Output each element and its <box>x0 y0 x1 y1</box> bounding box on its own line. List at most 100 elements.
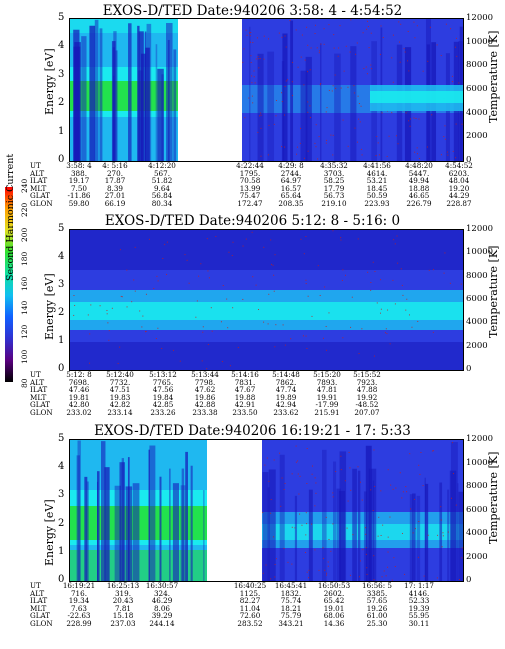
ephemeris-label: ILAT <box>30 596 48 606</box>
ephemeris-label: MLT <box>30 603 47 613</box>
ephemeris-value: 1795. <box>239 168 261 178</box>
energy-tick: 3 <box>58 279 65 290</box>
energy-tick: 0 <box>58 154 65 165</box>
panel3-ylabel: Energy [eV] <box>43 499 56 566</box>
ephemeris-value: 219.10 <box>321 198 347 208</box>
temperature-tick: 6000 <box>466 84 488 94</box>
ephemeris-value: 47.46 <box>68 385 90 395</box>
ephemeris-value: 19.34 <box>68 596 90 606</box>
segment-warm-band <box>370 85 463 111</box>
ephemeris-value: 4:48:20 <box>405 161 433 170</box>
ephemeris-value: 1832. <box>280 588 302 598</box>
ephemeris-value: 65.42 <box>323 596 345 606</box>
ephemeris-value: 6203. <box>448 168 470 178</box>
ephemeris-label: ILAT <box>30 176 48 186</box>
ephemeris-value: 16:56: 5 <box>362 581 392 590</box>
ephemeris-value: 47.62 <box>194 385 216 395</box>
energy-tick: 1 <box>58 335 65 346</box>
ephemeris-value: 42.91 <box>234 400 256 410</box>
ephemeris-value: 13.99 <box>239 183 261 193</box>
ephemeris-value: 27.01 <box>104 191 126 201</box>
segment-early <box>70 440 207 581</box>
colorbar-tick: 120 <box>20 324 29 340</box>
ephemeris-value: 4146. <box>408 588 430 598</box>
panel3-title: EXOS-D/TED Date:940206 16:19:21 - 17: 5:… <box>94 423 411 439</box>
colorbar-tick: 80 <box>20 378 29 388</box>
ephemeris-value: 4:54:52 <box>445 161 473 170</box>
ephemeris-value: 30.11 <box>408 618 430 628</box>
ephemeris-label: UT <box>30 581 41 590</box>
ephemeris-row: GLAT 42.80 42.82 42.85 42.88 42.91 42.94 -17.99… <box>30 401 470 409</box>
temperature-tick: 0 <box>466 364 472 374</box>
ephemeris-value: 46.29 <box>151 596 173 606</box>
ephemeris-value: 56.84 <box>151 191 173 201</box>
ephemeris-value: 19.17 <box>68 176 90 186</box>
ephemeris-value: 16:40:25 <box>233 581 267 590</box>
ephemeris-value: 8.06 <box>153 603 170 613</box>
ephemeris-value: 3703. <box>323 168 345 178</box>
ephemeris-row: MLT 19.81 19.83 19.84 19.86 19.88 19.89 19.91 19… <box>30 394 470 402</box>
ephemeris-value: 14.36 <box>323 618 345 628</box>
ephemeris-value: 5:12: 8 <box>66 370 92 379</box>
energy-tick: 2 <box>58 517 65 529</box>
segment-full <box>70 230 463 370</box>
ephemeris-value: 16.57 <box>280 183 302 193</box>
temperature-tick: 12000 <box>466 224 494 234</box>
ephemeris-label: GLON <box>30 618 53 628</box>
ephemeris-value: 237.03 <box>110 618 136 628</box>
ephemeris-value: 7765. <box>152 377 174 387</box>
panel3-ephemeris: UT 16:19:21 16:25:13 16:30:57 16:40:25 16:45:… <box>30 582 470 628</box>
ephemeris-row: MLT 7.50 8.39 9.64 13.99 16.57 17.79 18.45 18.88… <box>30 185 470 193</box>
ephemeris-value: 8.39 <box>106 183 123 193</box>
ephemeris-value: 5:15:20 <box>313 370 341 379</box>
ephemeris-value: 18.45 <box>366 183 388 193</box>
energy-tick: 2 <box>58 97 65 109</box>
ephemeris-value: 2602. <box>323 588 345 598</box>
colorbar-tick: 200 <box>20 227 29 242</box>
ephemeris-row: UT 3:58: 4 4: 5:16 4:12:20 4:22:44 4:29: 8 4:3… <box>30 161 473 170</box>
ephemeris-value: 3:58: 4 <box>66 161 92 170</box>
ephemeris-value: 57.65 <box>366 596 388 606</box>
temperature-tick: 2000 <box>466 551 488 562</box>
ephemeris-value: -17.99 <box>315 400 339 410</box>
temperature-tick: 2000 <box>466 131 488 142</box>
ephemeris-value: -22.63 <box>67 611 91 621</box>
panel3-spectrogram <box>69 439 464 582</box>
ephemeris-value: 19.20 <box>448 183 470 193</box>
ephemeris-value: 80.34 <box>151 198 173 208</box>
colorbar-tick: 160 <box>20 276 29 291</box>
ephemeris-value: 7893. <box>316 377 338 387</box>
segment-early <box>70 19 178 161</box>
ephemeris-value: 59.80 <box>68 198 90 208</box>
ephemeris-value: 5:15:52 <box>353 370 381 379</box>
ephemeris-value: 18.88 <box>408 183 430 193</box>
ephemeris-row: ALT 716. 319. 324. 1125. 1832. 2602. 3385. 4146. <box>30 588 470 598</box>
ephemeris-value: 7.50 <box>70 183 87 193</box>
ephemeris-value: 47.74 <box>275 385 297 395</box>
ephemeris-value: 70.58 <box>239 176 261 186</box>
spectrogram-image <box>70 230 463 370</box>
ephemeris-value: 56.73 <box>323 191 345 201</box>
ephemeris-value: 319. <box>114 588 131 598</box>
ephemeris-value: 208.35 <box>278 198 304 208</box>
ephemeris-value: 7923. <box>356 377 378 387</box>
ephemeris-value: 19.91 <box>316 392 338 402</box>
panel2-ylabel-right: Temperature [K] <box>487 245 500 338</box>
spectrogram-image <box>70 440 463 581</box>
ephemeris-label: GLON <box>30 407 53 417</box>
colorbar-tick: 180 <box>20 251 29 267</box>
ephemeris-value: 18.21 <box>280 603 302 613</box>
energy-tick: 1 <box>58 125 65 137</box>
panel2-ephemeris: UT 5:12: 8 5:12:40 5:13:12 5:13:44 5:14:16 5:1… <box>30 371 470 417</box>
ephemeris-value: 233.62 <box>273 407 299 417</box>
energy-tick: 4 <box>58 251 65 262</box>
ephemeris-label: UT <box>30 370 41 379</box>
ephemeris-value: 7798. <box>194 377 216 387</box>
ephemeris-label: GLAT <box>30 611 51 621</box>
ephemeris-value: 75.47 <box>239 191 261 201</box>
ephemeris-value: 50.59 <box>366 191 388 201</box>
panel2-spectrogram <box>69 229 464 371</box>
temperature-tick: 0 <box>466 155 472 165</box>
ephemeris-value: 244.14 <box>149 618 175 628</box>
energy-tick: 5 <box>58 223 65 234</box>
